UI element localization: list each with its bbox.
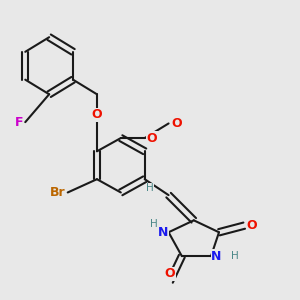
Text: O: O [171,117,182,130]
Text: N: N [211,250,221,263]
Text: H: H [150,219,158,229]
Text: N: N [158,226,169,239]
Text: O: O [92,108,102,121]
Text: O: O [165,267,175,280]
Text: Br: Br [50,186,66,199]
Text: H: H [146,184,154,194]
Text: H: H [231,251,239,261]
Text: O: O [246,219,257,232]
Text: O: O [147,132,158,145]
Text: F: F [15,116,23,129]
